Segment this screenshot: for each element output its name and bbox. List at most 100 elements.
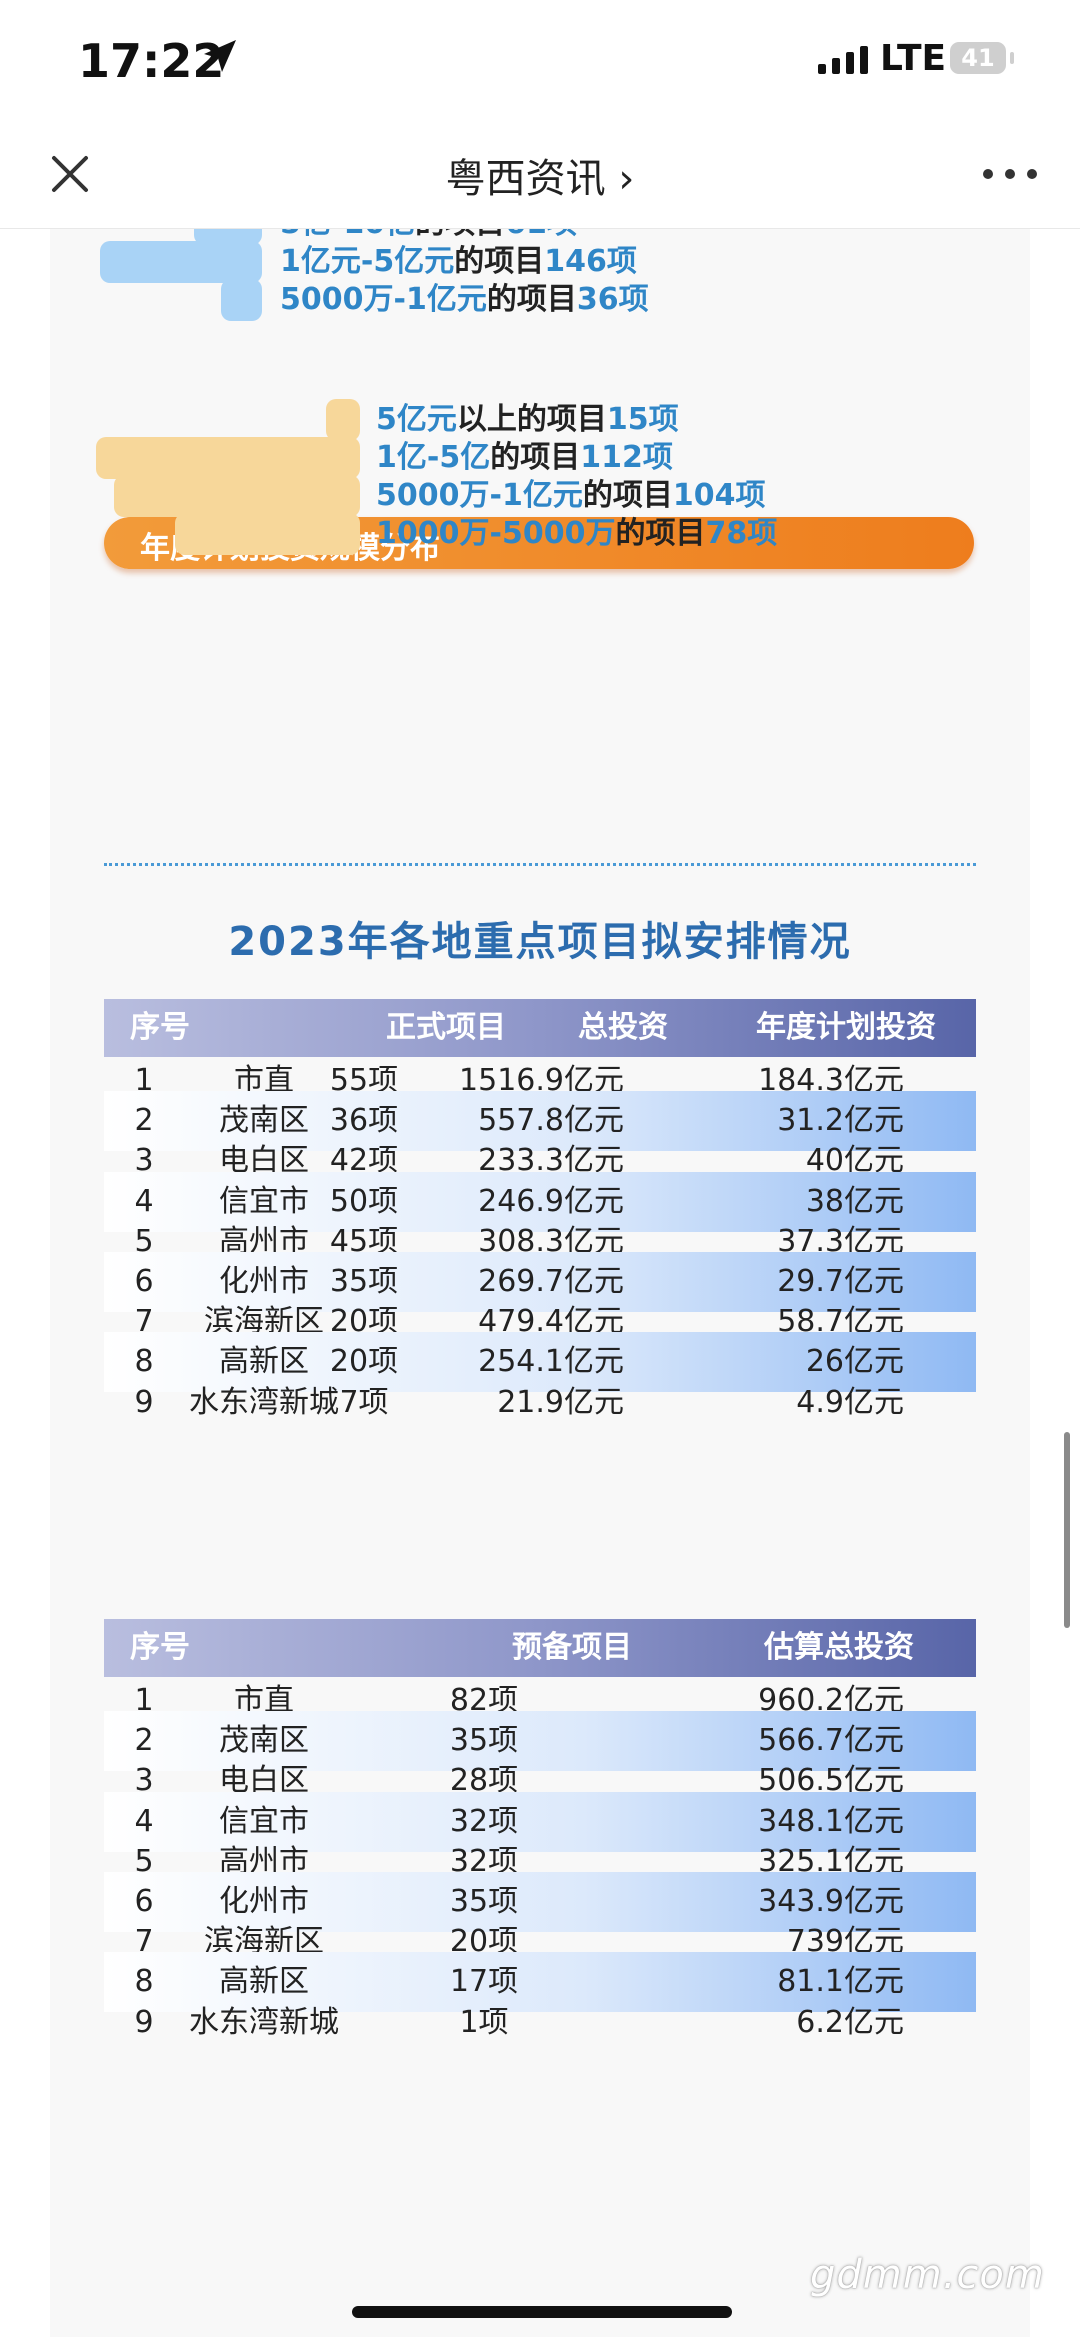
investment_scale-label-count: 146项 [544,244,637,279]
table2-row: 6 化州市 35项 343.9亿元 [104,1872,976,1932]
close-icon[interactable] [46,150,94,198]
signal-icon [818,46,868,74]
investment_scale-bar [100,241,262,283]
table1-cell-annual: 26亿元 [805,1344,904,1380]
annual_scale-bar [114,475,360,517]
annual_scale-label-text: 以上的项目 [456,402,607,437]
table1-row: 6 化州市 35项 269.7亿元 29.7亿元 [104,1252,976,1312]
network-type: LTE [880,38,947,79]
table1-cell-projects: 20项 [329,1344,399,1380]
table1-row: 8 高新区 20项 254.1亿元 26亿元 [104,1332,976,1393]
table2-header-no: 序号 [130,1630,190,1665]
table1-row: 9 水东湾新城 7项 21.9亿元 4.9亿元 [104,1373,976,1433]
annual_scale-bar [175,513,360,555]
table2-cell-no: 4 [134,1803,154,1839]
battery-icon: 41 [950,42,1014,74]
table1-cell-city: 信宜市 [219,1183,309,1219]
table1-row: 4 信宜市 50项 246.9亿元 38亿元 [104,1171,976,1232]
table2-row: 8 高新区 17项 81.1亿元 [104,1952,976,2013]
table1-cell-city: 茂南区 [219,1103,309,1139]
annual_scale-label-text: 的项目 [490,440,581,475]
table1-cell-investment: 269.7亿元 [478,1264,624,1299]
account-title[interactable]: 粤西资讯 › [445,156,635,202]
table2-cell-projects: 1项 [459,2004,509,2040]
table2-cell-projects: 17项 [449,1964,519,2000]
annual_scale-label: 1000万-5000万的项目78项 [376,513,777,555]
table2-header-projects: 预备项目 [512,1630,632,1665]
table2-cell-no: 5 [134,1843,154,1879]
table1-cell-city: 水东湾新城 [189,1384,339,1420]
table1-cell-projects: 36项 [329,1103,399,1139]
table2-cell-investment: 343.9亿元 [758,1884,904,1919]
table1-cell-no: 5 [134,1223,154,1259]
annual_scale-label: 5亿元以上的项目15项 [376,399,679,441]
main-title: 2023年各地重点项目拟安排情况 [228,919,852,965]
annual_scale-label-value: 5亿元 [376,402,457,437]
table1-header-no: 序号 [130,1010,190,1045]
table1-cell-no: 4 [134,1183,154,1219]
table1-cell-city: 高新区 [219,1344,309,1380]
table1-header: 序号 正式项目 总投资 年度计划投资 [104,999,976,1057]
watermark: gdmm.com [810,2252,1045,2298]
table2-cell-no: 3 [134,1763,154,1799]
annual_scale-bar [96,437,360,479]
table1-cell-no: 7 [134,1304,154,1340]
annual_scale-bar [326,399,360,441]
home-indicator[interactable] [352,2306,732,2318]
scrollbar[interactable] [1064,1432,1070,1628]
table1-cell-annual: 29.7亿元 [777,1264,904,1299]
table2-cell-no: 6 [134,1884,154,1919]
annual_scale-label-count: 104项 [672,478,766,513]
more-icon[interactable] [980,168,1040,180]
annual_scale-label: 1亿-5亿的项目112项 [376,437,673,479]
investment_scale-label-value: 5000万-1亿元 [280,282,487,317]
table2-row: 9 水东湾新城 1项 6.2亿元 [104,1993,976,2053]
table1-cell-no: 1 [134,1063,154,1098]
annual_scale-label-value: 1000万-5000万 [376,516,616,551]
table2-cell-investment: 348.1亿元 [758,1803,904,1839]
table1-cell-investment: 246.9亿元 [478,1183,624,1219]
investment_scale-label: 5亿-10亿的项目61项 [280,229,577,245]
location-arrow-icon [204,40,236,72]
table1-cell-investment: 21.9亿元 [497,1384,624,1420]
table1-cell-no: 8 [134,1344,154,1380]
table2-cell-city: 茂南区 [219,1723,309,1759]
table2-cell-city: 化州市 [219,1884,309,1919]
divider [104,863,976,866]
table2-cell-city: 水东湾新城 [189,2004,339,2040]
table1-cell-projects: 7项 [339,1384,389,1420]
table2-cell-projects: 35项 [449,1723,519,1759]
table1-row: 2 茂南区 36项 557.8亿元 31.2亿元 [104,1091,976,1152]
annual_scale-label-count: 112项 [580,440,673,475]
investment_scale-label: 1亿元-5亿元的项目146项 [280,241,637,283]
table1-header-annual: 年度计划投资 [756,1010,936,1045]
table2-header: 序号 预备项目 估算总投资 [104,1619,976,1677]
table2-cell-no: 1 [134,1683,154,1718]
table1-cell-annual: 4.9亿元 [796,1384,904,1420]
table2-cell-projects: 35项 [449,1884,519,1919]
table1-cell-no: 2 [134,1103,154,1139]
table1-cell-no: 9 [134,1384,154,1420]
investment_scale-label-text: 的项目 [415,229,505,241]
table1-cell-no: 3 [134,1143,154,1179]
table1-cell-investment: 254.1亿元 [478,1344,624,1380]
table2-cell-no: 9 [134,2004,154,2040]
annual_scale-label-value: 5000万-1亿元 [376,478,583,513]
table2-cell-city: 信宜市 [219,1803,309,1839]
annual_scale-label-text: 的项目 [582,478,673,513]
table1-cell-annual: 38亿元 [805,1183,904,1219]
table2-cell-no: 7 [134,1924,154,1960]
investment_scale-label: 5000万-1亿元的项目36项 [280,279,649,321]
annual_scale-label-count: 15项 [606,402,679,437]
table2-cell-investment: 566.7亿元 [758,1723,904,1759]
status-time: 17:22 [78,34,225,88]
table1-cell-projects: 35项 [329,1264,399,1299]
table1-cell-projects: 50项 [329,1183,399,1219]
nav-bar: 粤西资讯 › [0,120,1080,229]
investment_scale-label-value: 1亿元-5亿元 [280,244,455,279]
table1-cell-investment: 557.8亿元 [478,1103,624,1139]
annual_scale-label: 5000万-1亿元的项目104项 [376,475,765,517]
table2-header-investment: 估算总投资 [764,1630,914,1665]
table2-cell-investment: 81.1亿元 [777,1964,904,2000]
table1-header-investment: 总投资 [578,1010,668,1045]
